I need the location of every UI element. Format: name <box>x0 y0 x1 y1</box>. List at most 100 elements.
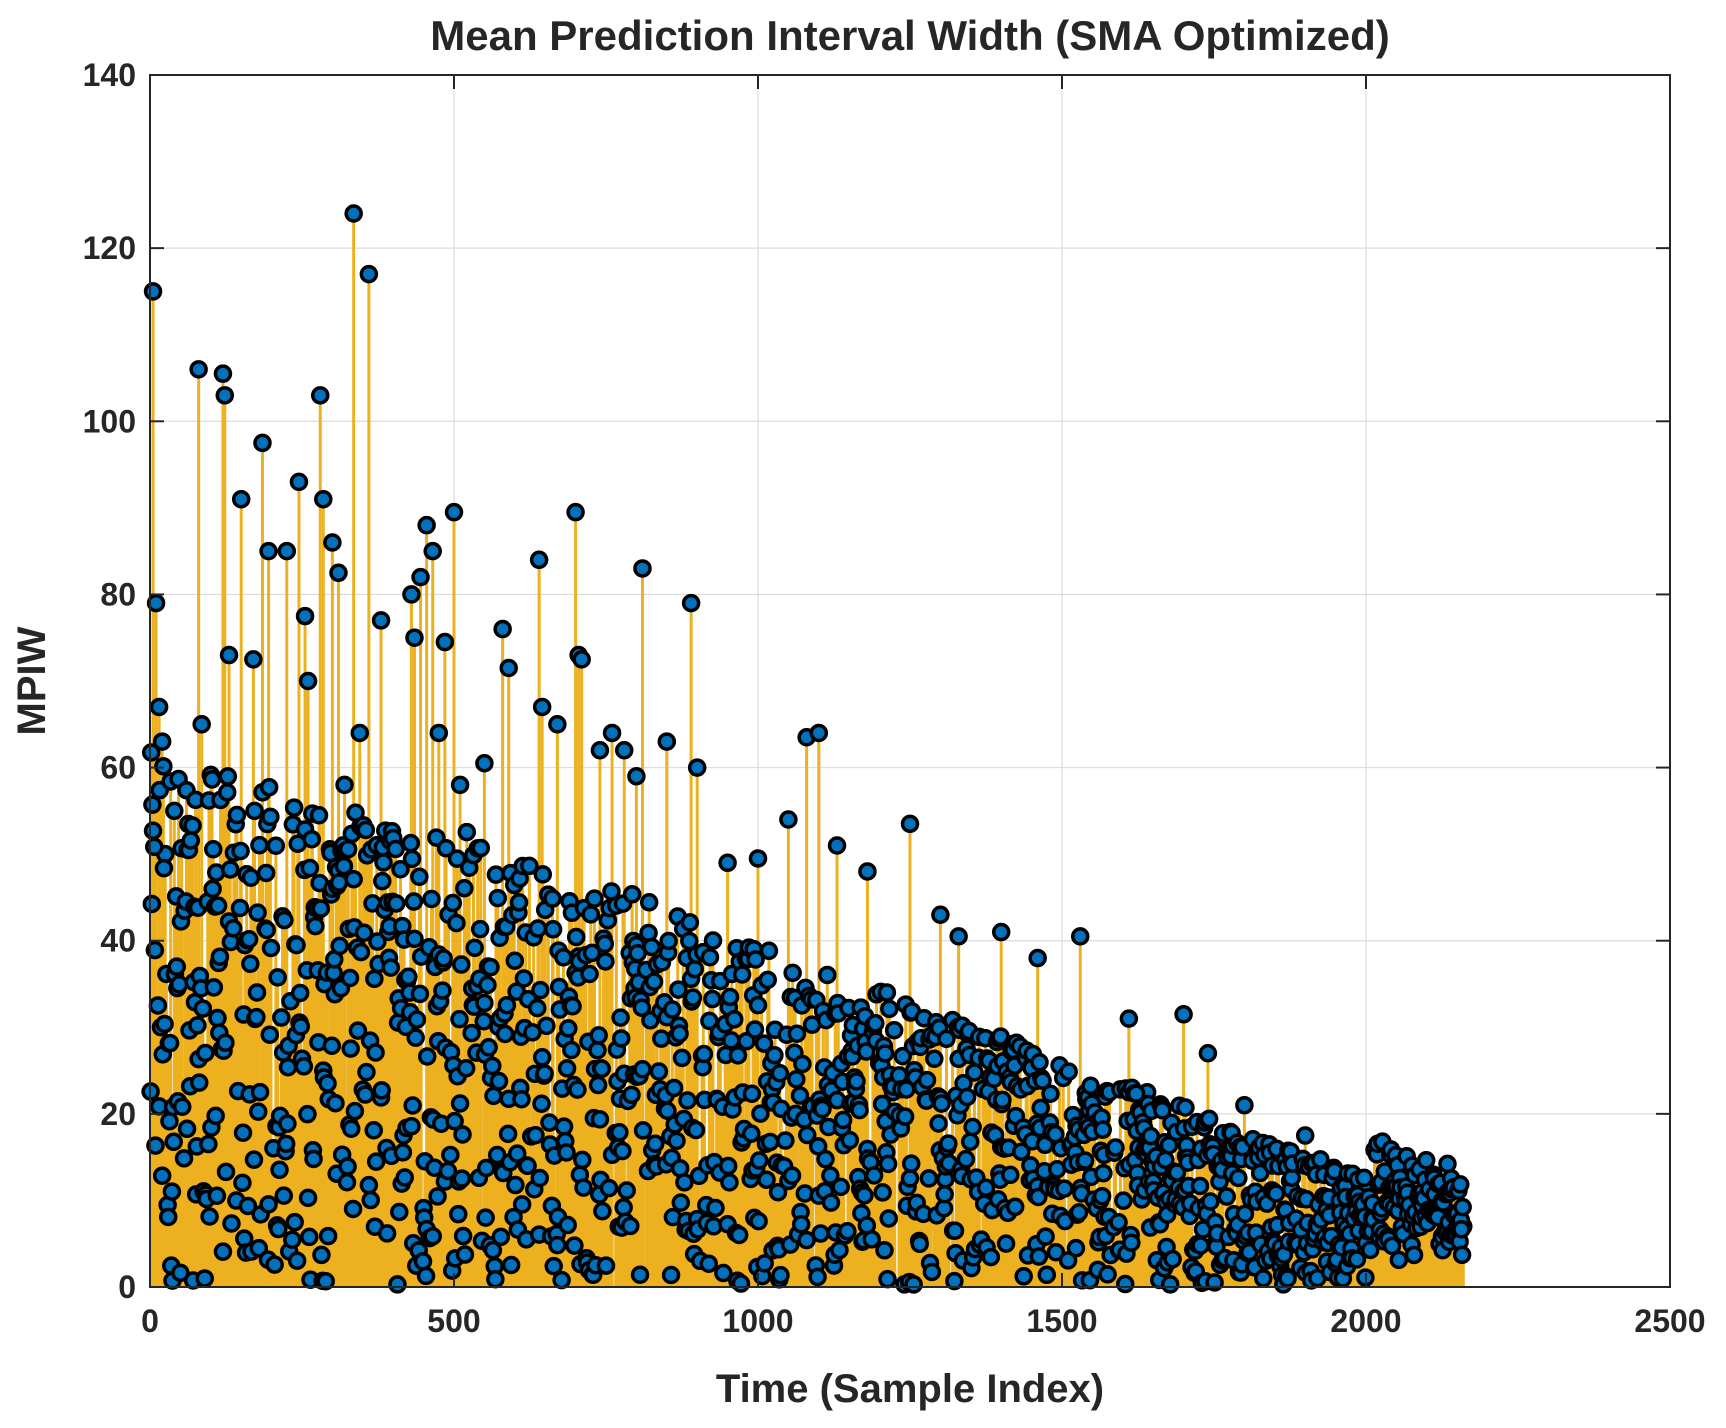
stem-marker <box>154 858 174 878</box>
stem-marker <box>417 515 436 535</box>
stem-marker <box>450 775 470 795</box>
stem-marker <box>216 1033 235 1052</box>
stem-marker <box>506 1175 525 1195</box>
stem-marker <box>312 1245 331 1265</box>
stem-marker <box>489 1071 509 1091</box>
stem-marker <box>499 658 518 678</box>
stem-marker <box>295 606 315 626</box>
stem-marker <box>261 938 281 958</box>
y-tick-label: 100 <box>83 403 136 439</box>
y-tick-label: 60 <box>100 750 136 786</box>
stem-marker <box>718 1156 738 1176</box>
stem-marker <box>993 1090 1012 1110</box>
stem-marker <box>154 757 173 776</box>
stem-marker <box>1036 1227 1055 1246</box>
stem-marker <box>208 1008 227 1028</box>
stem-marker <box>1001 1165 1020 1185</box>
stem-marker <box>1122 1233 1141 1252</box>
stem-marker <box>476 1158 496 1178</box>
stem-marker <box>811 1224 830 1243</box>
stem-marker <box>404 892 424 911</box>
stem-marker <box>476 1208 495 1227</box>
stem-marker <box>590 741 610 760</box>
stem-marker <box>512 1195 532 1214</box>
x-tick-label: 2500 <box>1634 1303 1705 1339</box>
stem-marker <box>1160 1275 1180 1294</box>
stem-marker <box>165 801 184 821</box>
stem-marker <box>284 798 304 817</box>
stem-marker <box>213 1242 233 1261</box>
plot-area: 0 500 1000 1500 2000 2500 0 20 40 60 80 100 120 140 <box>83 57 1706 1339</box>
y-tick-label: 40 <box>100 923 136 959</box>
stem-marker <box>402 849 422 869</box>
stem-marker <box>390 1202 409 1222</box>
stem-marker <box>456 1058 476 1078</box>
stem-marker <box>746 950 765 969</box>
stem-marker <box>720 1173 739 1192</box>
y-tick-label: 120 <box>83 230 136 266</box>
stem-marker <box>552 1270 571 1290</box>
stem-marker <box>445 1111 464 1131</box>
stem-marker <box>649 1062 669 1081</box>
stem-marker <box>642 937 661 957</box>
stem-marker <box>566 502 585 522</box>
stem-marker <box>875 1241 894 1260</box>
stem-marker <box>443 893 463 913</box>
stem-marker <box>565 1236 584 1255</box>
stem-marker <box>1174 1005 1193 1024</box>
stem-marker <box>945 1221 965 1240</box>
stem-marker <box>904 1275 923 1294</box>
stem-marker <box>793 1054 812 1074</box>
stem-marker <box>335 775 354 795</box>
stem-marker <box>465 938 484 958</box>
stem-marker <box>344 869 363 889</box>
stem-marker <box>338 1157 357 1176</box>
stem-marker <box>167 957 187 976</box>
stem-marker <box>680 913 700 932</box>
stem-marker <box>216 1162 236 1182</box>
stem-marker <box>554 1117 574 1136</box>
stem-marker <box>393 1143 413 1162</box>
stem-marker <box>423 1226 442 1246</box>
stem-marker <box>470 919 490 939</box>
stem-marker <box>633 1060 652 1079</box>
stem-marker <box>1031 1098 1050 1118</box>
stem-marker <box>450 1009 469 1029</box>
stem-marker <box>219 645 239 665</box>
stem-marker <box>791 1215 811 1234</box>
stem-marker <box>213 364 233 383</box>
stem-marker <box>910 1234 929 1254</box>
stem-marker <box>478 975 497 995</box>
stem-marker <box>436 839 456 858</box>
stem-marker <box>1041 1084 1060 1104</box>
stem-marker <box>149 697 169 717</box>
stem-marker <box>1159 1135 1179 1155</box>
stem-marker <box>344 204 363 223</box>
stem-marker <box>433 981 452 1000</box>
stem-marker <box>402 1116 421 1136</box>
stem-marker <box>248 1102 268 1121</box>
stem-marker <box>372 1081 391 1100</box>
stem-marker <box>283 1230 302 1250</box>
stem-marker <box>1093 1120 1112 1139</box>
stem-marker <box>782 1166 802 1185</box>
stem-marker <box>181 831 200 850</box>
stem-marker <box>260 1025 280 1044</box>
stem-marker <box>611 1029 631 1048</box>
stem-marker <box>1153 1101 1172 1120</box>
x-axis-label: Time (Sample Index) <box>716 1367 1104 1411</box>
stem-marker <box>639 893 659 912</box>
stem-marker <box>866 1014 885 1033</box>
stem-marker <box>813 1099 832 1119</box>
stem-marker <box>298 671 318 691</box>
stem-marker <box>371 611 391 630</box>
stem-marker <box>633 559 652 578</box>
stem-marker <box>614 741 634 760</box>
stem-marker <box>610 1123 629 1142</box>
stem-marker <box>683 988 703 1007</box>
stem-marker <box>765 1045 784 1065</box>
stem-marker <box>152 732 172 751</box>
stem-marker <box>407 1010 427 1029</box>
stem-marker <box>277 541 297 561</box>
stem-marker <box>1119 1009 1139 1028</box>
